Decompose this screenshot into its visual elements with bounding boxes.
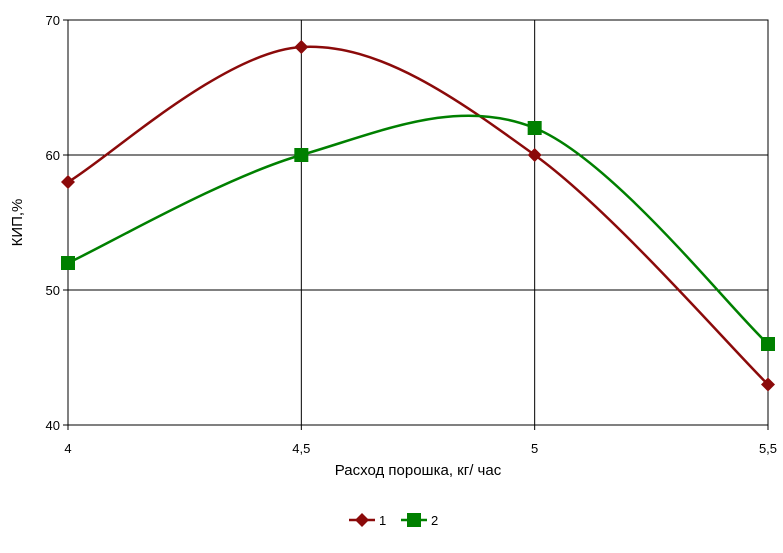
y-tick-label: 40: [46, 418, 60, 433]
series-line-1: [67, 45, 769, 386]
legend-marker-2: [407, 513, 421, 527]
plot-area-border: [67, 19, 769, 426]
series-2-point: [527, 121, 542, 135]
y-tick-label: 60: [46, 148, 60, 163]
y-tick-label: 70: [46, 13, 60, 28]
series-group: [61, 40, 775, 392]
x-tick-labels: 4 4,5 5 5,5: [64, 425, 777, 456]
series-2-point: [61, 256, 75, 270]
series-2-point: [294, 148, 309, 162]
y-tick-labels: 40 50 60 70: [46, 13, 68, 433]
x-axis-title: Расход порошка, кг/ час: [335, 462, 502, 479]
legend-label-2: 2: [431, 513, 438, 528]
x-tick-label: 5: [531, 441, 538, 456]
x-tick-label: 4: [64, 441, 71, 456]
y-tick-label: 50: [46, 283, 60, 298]
x-tick-label: 5,5: [759, 441, 777, 456]
series-1-point: [527, 148, 542, 162]
series-1-point: [294, 40, 309, 54]
series-1-point: [61, 175, 75, 189]
series-2-point: [761, 337, 775, 351]
series-1-point: [761, 377, 775, 392]
x-tick-label: 4,5: [292, 441, 310, 456]
y-axis-title: КИП,%: [9, 199, 26, 247]
grid-lines: [67, 19, 769, 426]
legend-label-1: 1: [379, 513, 386, 528]
series-line-2: [67, 114, 769, 345]
legend-marker-1: [355, 513, 369, 527]
